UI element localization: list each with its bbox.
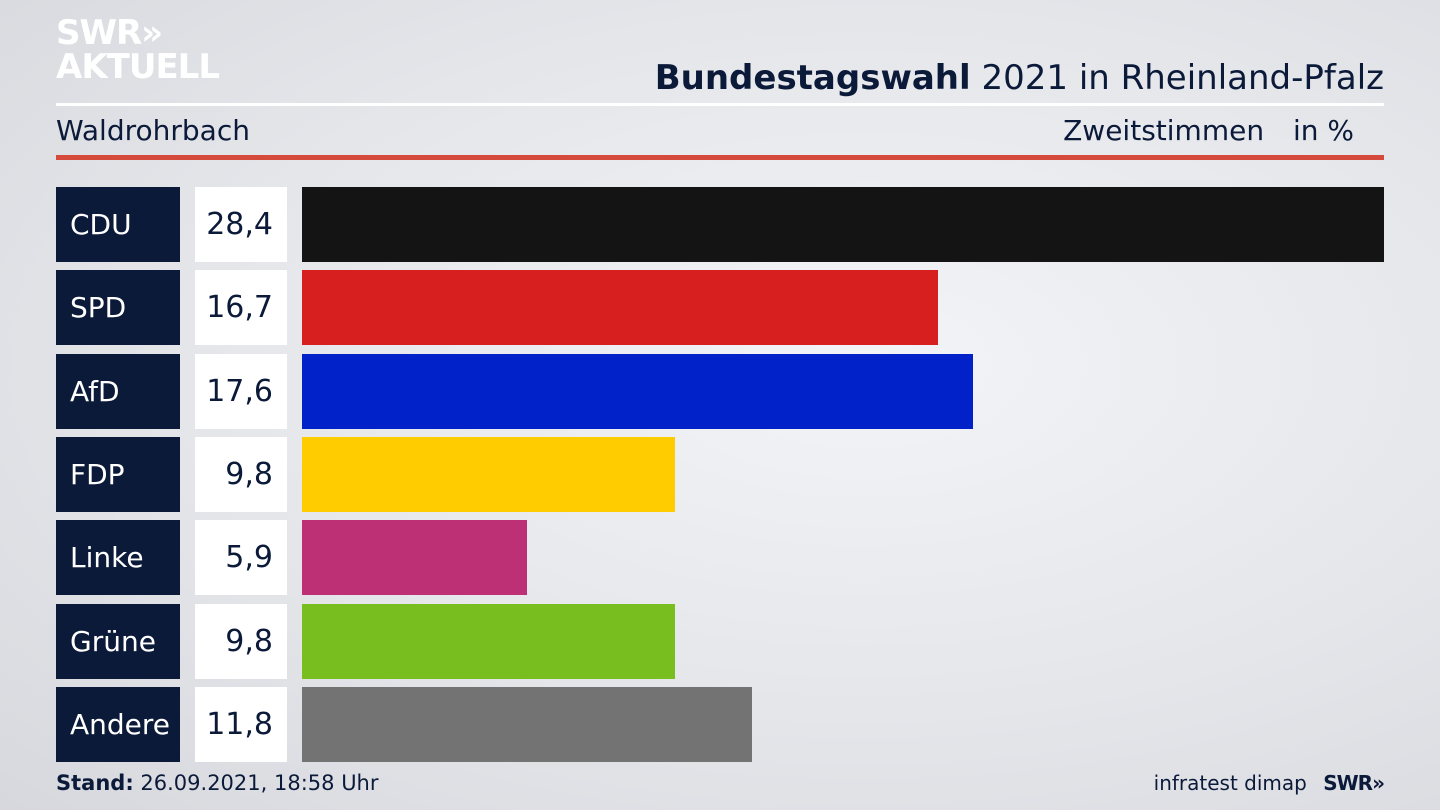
unit-text: in % xyxy=(1292,114,1354,147)
accent-divider xyxy=(56,155,1384,160)
vote-type-text: Zweitstimmen xyxy=(1063,114,1265,147)
source-name: infratest dimap xyxy=(1153,771,1307,795)
timestamp-value: 26.09.2021, 18:58 Uhr xyxy=(140,771,379,795)
logo-line-1: SWR» xyxy=(56,13,163,53)
swr-brand-logo: SWR» xyxy=(1323,771,1385,795)
bar-row: CDU 28,4 xyxy=(56,187,1384,262)
value-label: 9,8 xyxy=(195,603,287,679)
value-label: 9,8 xyxy=(195,436,287,512)
swr-aktuell-logo: SWR» AKTUELL xyxy=(56,13,220,87)
bar xyxy=(302,187,1384,262)
logo-line-2: AKTUELL xyxy=(56,47,220,87)
party-label: Grüne xyxy=(56,603,180,679)
timestamp: Stand: 26.09.2021, 18:58 Uhr xyxy=(56,771,379,795)
value-label: 16,7 xyxy=(195,270,287,346)
value-label: 17,6 xyxy=(195,353,287,429)
bar-row: Andere 11,8 xyxy=(56,686,1384,762)
bar-row: Linke 5,9 xyxy=(56,520,1384,596)
party-label: SPD xyxy=(56,270,180,346)
party-label: AfD xyxy=(56,353,180,429)
value-label: 11,8 xyxy=(195,686,287,762)
chart-title-rest: 2021 in Rheinland-Pfalz xyxy=(981,58,1384,98)
party-label: CDU xyxy=(56,187,180,262)
party-label: Andere xyxy=(56,686,180,762)
chart-title: Bundestagswahl 2021 in Rheinland-Pfalz xyxy=(655,58,1384,98)
chart-title-bold: Bundestagswahl xyxy=(654,58,971,98)
party-label: FDP xyxy=(56,436,180,512)
bar xyxy=(302,520,527,596)
source-credit: infratest dimap SWR» xyxy=(1153,771,1385,795)
location-label: Waldrohrbach xyxy=(56,114,250,147)
value-label: 5,9 xyxy=(195,520,287,596)
bar-row: SPD 16,7 xyxy=(56,270,1384,346)
party-label: Linke xyxy=(56,520,180,596)
bar xyxy=(302,686,752,762)
bar xyxy=(302,603,675,679)
bar xyxy=(302,270,938,346)
value-label: 28,4 xyxy=(195,187,287,262)
vote-type-label: Zweitstimmen in % xyxy=(1063,114,1354,147)
bar-row: AfD 17,6 xyxy=(56,353,1384,429)
bar-row: FDP 9,8 xyxy=(56,436,1384,512)
bar-row: Grüne 9,8 xyxy=(56,603,1384,679)
bar xyxy=(302,436,675,512)
bar xyxy=(302,353,973,429)
timestamp-label: Stand: xyxy=(56,771,134,795)
header-divider xyxy=(56,103,1384,106)
